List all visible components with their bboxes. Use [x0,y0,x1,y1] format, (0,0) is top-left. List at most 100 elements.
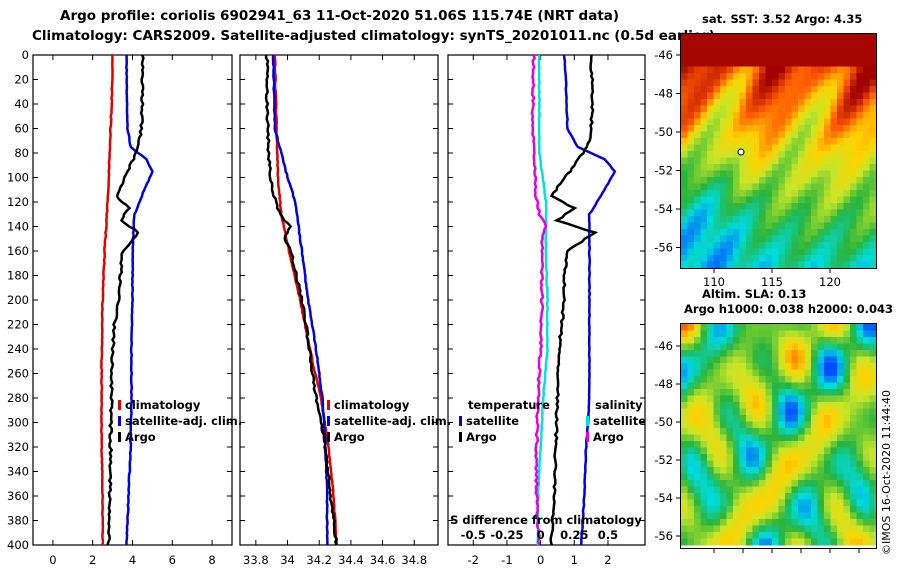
sla-cell [798,480,805,487]
sst-cell [778,183,786,191]
sst-cell [811,73,818,80]
sst-cell [700,248,708,256]
sla-cell [811,499,818,507]
sla-map-image [681,324,877,546]
sst-cell [752,164,760,171]
sst-cell [785,229,792,236]
sst-cell [804,203,812,210]
sst-cell [863,190,870,197]
sst-cell [720,86,727,93]
sla-cell [765,402,773,409]
sla-cell [863,330,870,338]
sla-cell [830,324,838,331]
sla-cell [700,369,708,377]
sla-cell [785,538,792,546]
sst-cell [869,157,877,165]
sla-cell [713,382,721,390]
sst-cell [785,196,792,204]
sst-cell [804,235,812,243]
sst-cell [726,196,734,204]
sst-cell [707,242,714,249]
sla-cell [700,506,708,513]
sst-cell [856,99,864,106]
sla-cell [700,454,708,461]
sla-cell [746,356,753,364]
sst-cell [720,112,727,119]
sst-cell [824,99,831,106]
sst-cell [687,261,695,269]
sla-cell [707,525,714,533]
sst-cell [863,86,870,93]
sst-cell [707,144,714,152]
x-tick-label: 4 [129,553,136,567]
sla-cell [720,538,727,546]
sla-cell [720,473,727,481]
sst-cell [869,79,877,87]
sst-cell [817,190,825,197]
sla-cell [746,408,753,416]
sla-cell [707,538,714,546]
sst-cell [843,112,851,119]
sst-cell [869,209,877,217]
sst-cell [700,79,708,87]
sst-cell [830,34,838,41]
sst-cell [694,151,701,158]
sla-cell [759,538,766,546]
sla-cell [759,486,766,494]
sla-cell [739,473,747,481]
sst-cell [824,196,831,204]
sla-cell [752,408,760,416]
sla-cell [811,473,818,481]
sst-cell [765,79,773,87]
sla-cell [817,356,825,364]
sla-cell [752,356,760,364]
sla-cell [869,512,877,520]
sst-cell [707,47,714,54]
sst-cell [791,40,799,48]
sla-cell [817,506,825,513]
sla-cell [830,506,838,513]
sst-cell [843,209,851,217]
sla-cell [720,460,727,468]
sst-cell [733,248,740,256]
sla-cell [759,480,766,487]
sla-cell [863,408,870,416]
sla-cell [817,467,825,474]
sla-cell [778,350,786,357]
sla-cell [772,486,779,494]
sla-cell [713,369,721,377]
sst-cell [785,99,792,106]
sst-cell [817,235,825,243]
sst-cell [765,47,773,54]
sst-cell [759,34,766,41]
sst-cell [850,183,857,191]
sla-cell [765,454,773,461]
sst-cell [720,248,727,256]
sla-cell [843,486,851,494]
sla-cell [739,512,747,520]
sla-cell [707,382,714,390]
sla-cell [837,486,844,494]
sla-cell [837,454,844,461]
sla-cell [772,499,779,507]
sst-cell [830,131,838,139]
sla-cell [850,343,857,351]
sla-cell [681,376,688,383]
sst-cell [798,151,805,158]
sst-cell [733,138,740,145]
sst-cell [759,99,766,106]
sla-cell [733,389,740,396]
sla-cell [843,434,851,442]
sla-cell [850,428,857,435]
sla-cell [713,421,721,429]
sst-cell [687,73,695,80]
legend-1-1-label: climatology [125,398,201,412]
sst-cell [856,235,864,243]
sst-cell [850,157,857,165]
sst-cell [700,47,708,54]
sla-cell [791,486,799,494]
sla-cell [863,512,870,520]
sst-cell [791,66,799,74]
series-line-3-2 [549,54,599,546]
sla-cell [700,330,708,338]
